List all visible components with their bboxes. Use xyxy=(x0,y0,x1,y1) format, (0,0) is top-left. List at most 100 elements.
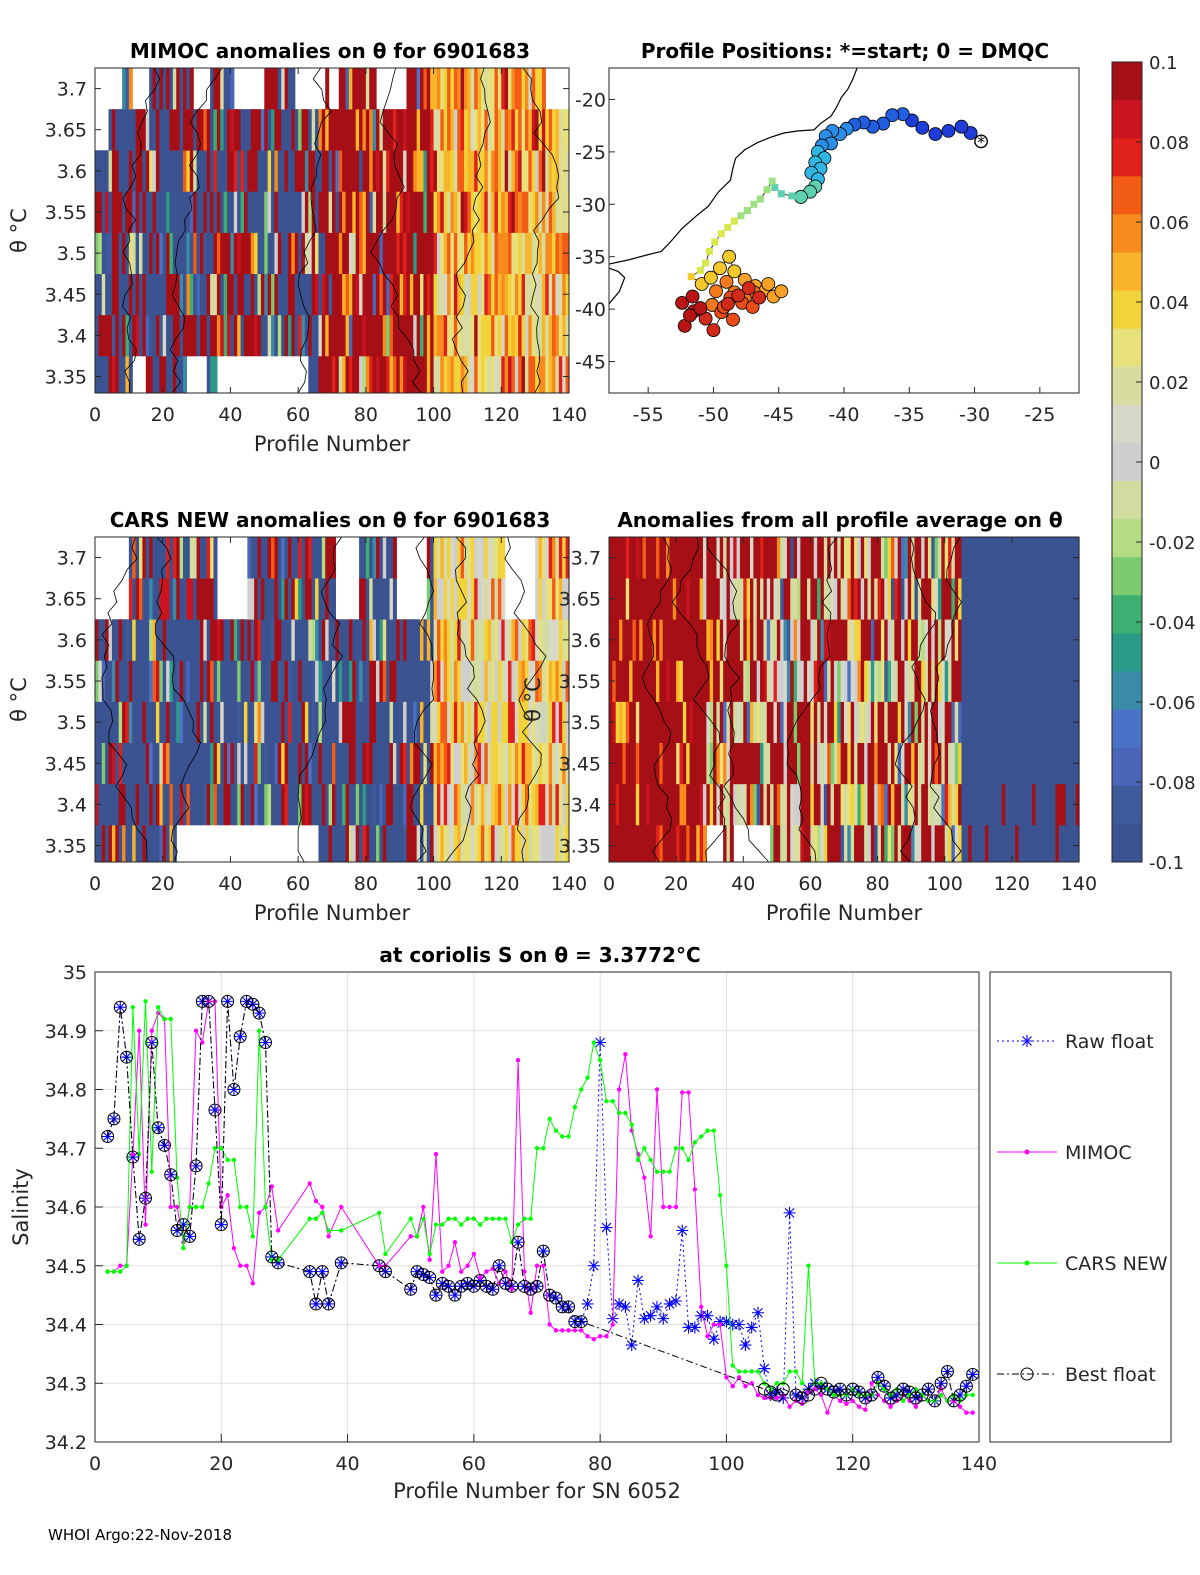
heatmap-cell xyxy=(257,783,262,826)
heatmap-cell xyxy=(152,783,157,826)
heatmap-cell xyxy=(659,824,664,863)
heatmap-cell xyxy=(227,191,232,233)
heatmap-cell xyxy=(535,619,540,661)
heatmap-cell xyxy=(548,314,553,357)
heatmap-cell xyxy=(308,619,313,661)
heatmap-cell xyxy=(213,355,218,394)
heatmap-cell xyxy=(823,824,828,863)
y-tick-label: -40 xyxy=(575,299,606,321)
heatmap-cell xyxy=(365,273,370,316)
heatmap-cell xyxy=(1032,742,1036,785)
heatmap-cell xyxy=(318,742,323,785)
heatmap-cell xyxy=(703,578,707,620)
heatmap-cell xyxy=(991,701,996,743)
heatmap-cell xyxy=(800,619,805,661)
heatmap-cell xyxy=(145,824,150,863)
heatmap-cell xyxy=(985,578,989,620)
heatmap-cell xyxy=(535,68,540,110)
heatmap-cell xyxy=(1035,578,1040,620)
heatmap-cell xyxy=(359,619,364,661)
data-point xyxy=(408,1234,413,1239)
heatmap-cell xyxy=(867,660,872,702)
heatmap-cell xyxy=(443,783,448,826)
heatmap-cell xyxy=(964,578,969,620)
heatmap-cell xyxy=(365,824,370,863)
heatmap-cell xyxy=(797,783,801,826)
heatmap-cell xyxy=(1025,742,1030,785)
heatmap-cell xyxy=(978,701,983,743)
heatmap-cell xyxy=(528,619,533,661)
heatmap-cell xyxy=(213,232,218,274)
data-point xyxy=(139,1191,153,1205)
heatmap-cell xyxy=(480,701,485,743)
heatmap-cell xyxy=(128,355,133,394)
heatmap-cell xyxy=(379,314,384,357)
heatmap-cell xyxy=(281,660,286,702)
heatmap-cell xyxy=(474,619,479,661)
heatmap-cell xyxy=(552,150,557,192)
heatmap-cell xyxy=(558,314,563,357)
heatmap-cell xyxy=(321,150,326,192)
heatmap-cell xyxy=(1068,783,1073,826)
heatmap-cell xyxy=(179,273,184,316)
heatmap-cell xyxy=(951,783,956,826)
heatmap-cell xyxy=(474,824,479,863)
heatmap-cell xyxy=(159,68,164,110)
heatmap-cell xyxy=(118,355,123,394)
heatmap-cell xyxy=(619,783,624,826)
heatmap-cell xyxy=(183,191,188,233)
heatmap-cell xyxy=(961,742,966,785)
heatmap-cell xyxy=(827,824,832,863)
heatmap-cell xyxy=(332,824,336,863)
heatmap-cell xyxy=(355,824,360,863)
heatmap-cell xyxy=(108,232,113,274)
data-point xyxy=(682,1321,695,1334)
heatmap-cell xyxy=(271,273,276,316)
heatmap-cell xyxy=(867,742,872,785)
coastline xyxy=(608,267,626,305)
heatmap-cell xyxy=(420,191,425,233)
heatmap-cell xyxy=(392,701,397,743)
heatmap-cell xyxy=(464,742,469,785)
heatmap-cell xyxy=(274,191,279,233)
heatmap-cell xyxy=(679,619,684,661)
heatmap-cell xyxy=(359,742,364,785)
heatmap-cell xyxy=(440,273,445,316)
heatmap-cell xyxy=(447,273,452,316)
heatmap-cell xyxy=(460,619,465,661)
heatmap-cell xyxy=(348,232,353,274)
heatmap-cell xyxy=(118,619,123,661)
heatmap-cell xyxy=(494,191,499,233)
heatmap-cell xyxy=(301,742,306,785)
heatmap-cell xyxy=(1058,701,1063,743)
heatmap-cell xyxy=(274,273,279,316)
heatmap-cell xyxy=(453,355,458,394)
heatmap-cell xyxy=(260,619,265,661)
heatmap-cell xyxy=(332,273,336,316)
heatmap-cell xyxy=(783,824,788,863)
heatmap-cell xyxy=(406,619,411,661)
heatmap-cell xyxy=(304,578,309,620)
profile-marker xyxy=(954,119,969,134)
heatmap-cell xyxy=(810,824,815,863)
heatmap-cell xyxy=(436,783,441,826)
data-point xyxy=(938,1392,944,1398)
data-point xyxy=(452,1216,458,1221)
colorbar-tick-label: -0.06 xyxy=(1149,693,1196,714)
heatmap-cell xyxy=(450,273,455,316)
heatmap-cell xyxy=(267,619,272,661)
heatmap-cell xyxy=(474,314,479,357)
heatmap-cell xyxy=(491,273,496,316)
heatmap-cell xyxy=(904,537,909,579)
heatmap-cell xyxy=(128,783,133,826)
heatmap-cell xyxy=(538,619,543,661)
heatmap-cell xyxy=(213,619,218,661)
heatmap-cell xyxy=(433,314,438,357)
heatmap-cell xyxy=(951,619,956,661)
heatmap-cell xyxy=(484,232,489,274)
heatmap-cell xyxy=(359,355,364,394)
heatmap-cell xyxy=(196,273,201,316)
heatmap-cell xyxy=(552,824,557,863)
heatmap-cell xyxy=(696,824,701,863)
